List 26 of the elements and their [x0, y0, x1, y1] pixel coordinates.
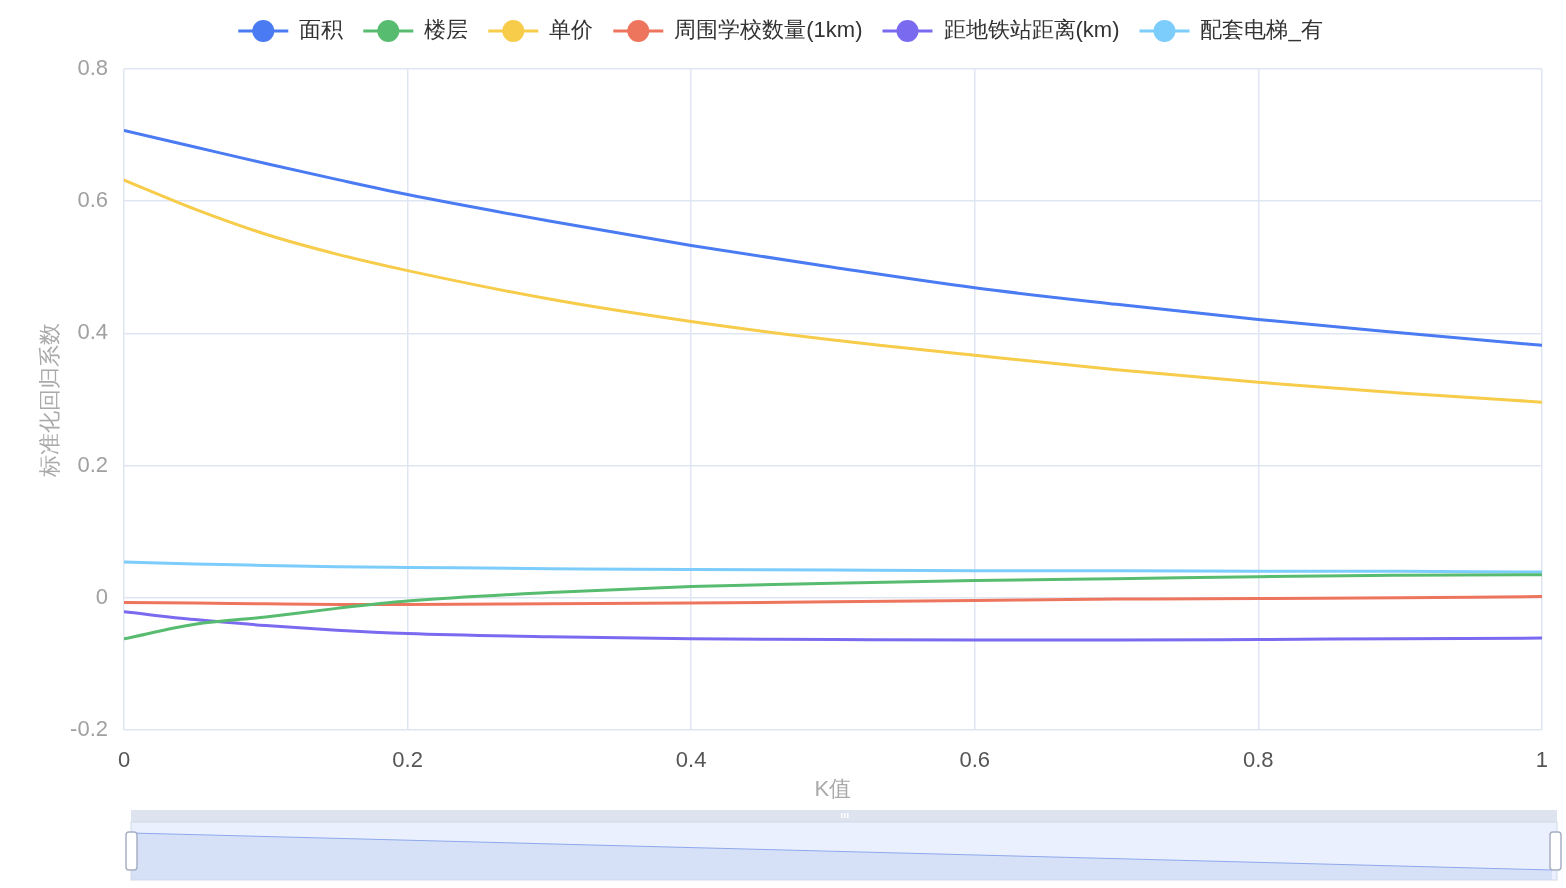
y-tick-label: 0 — [95, 583, 108, 609]
y-tick-label: 0.6 — [77, 187, 108, 213]
legend-label: 单价 — [549, 17, 594, 43]
line-series — [124, 128, 1542, 347]
y-axis-title: 标准化回归系数 — [37, 322, 63, 478]
legend-label: 面积 — [299, 17, 344, 43]
legend-label: 楼层 — [424, 17, 469, 43]
y-tick-label: 0.2 — [77, 451, 108, 477]
legend-label: 配套电梯_有 — [1200, 17, 1323, 43]
x-tick-label: 0.6 — [959, 747, 991, 773]
y-tick-label: 0.8 — [77, 55, 108, 81]
y-tick-label: 0.4 — [77, 319, 108, 345]
x-tick-label: 0.2 — [392, 747, 423, 773]
line-series — [124, 594, 1542, 606]
x-tick-label: 1 — [1535, 747, 1549, 773]
legend-label: 距地铁站距离(km) — [943, 17, 1120, 43]
x-tick-label: 0 — [117, 747, 131, 773]
x-tick-label: 0.4 — [675, 747, 707, 773]
legend-label: 周围学校数量(1km) — [674, 17, 863, 43]
line-series — [124, 610, 1542, 642]
line-series — [124, 560, 1542, 574]
x-axis-title: K值 — [814, 775, 852, 801]
y-tick-label: -0.2 — [70, 716, 108, 742]
line-series — [124, 573, 1542, 641]
x-tick-label: 0.8 — [1243, 747, 1274, 773]
line-series — [124, 178, 1542, 404]
